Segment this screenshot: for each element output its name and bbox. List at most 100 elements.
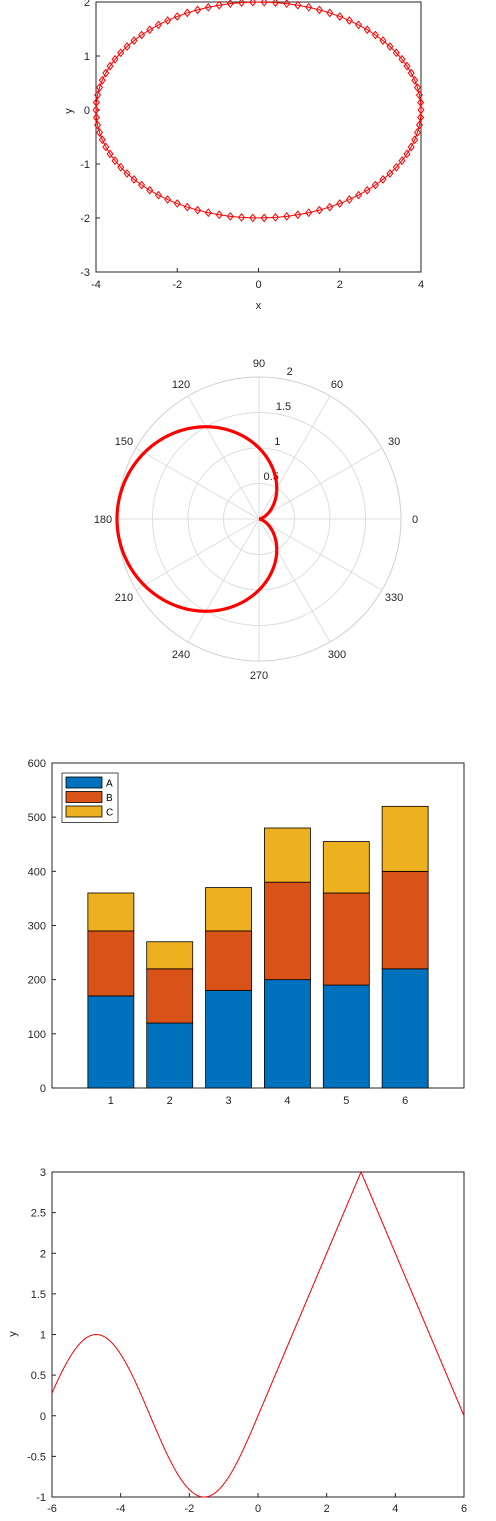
axes-box [95,1,422,273]
x-tick-label: -4 [91,279,101,291]
diamond-marker [271,213,280,222]
chart-ellipse: -4 -2 0 2 4 -3 -2 -1 0 1 2 x y [63,0,425,312]
chart-piecewise-line: -6 -4 -2 0 2 4 6 -1 -0.5 0 0.5 1 1.5 2 2.5 3 y [7,1167,467,1515]
diamond-marker [154,190,162,200]
piecewise-series-line [51,1170,465,1498]
bar-A-6 [381,968,429,1089]
diamond-marker [417,113,425,122]
y-tick-label: 3 [40,1167,46,1179]
bar-B-6 [381,870,429,970]
diamond-marker [146,185,154,195]
x-tick-label: -4 [116,1503,126,1515]
diamond-marker [403,61,411,71]
diamond-marker [183,8,191,18]
diamond-marker [403,149,411,159]
diamond-marker [407,68,415,78]
diamond-marker [294,0,302,10]
y-tick-label: 0 [40,1411,46,1423]
diamond-marker [315,205,323,215]
x-tick-label: 2 [167,1095,173,1107]
theta-tick-label: 210 [115,592,133,604]
diamond-marker [96,83,104,92]
diamond-marker [102,68,110,78]
x-tick-label: 2 [324,1503,330,1515]
diamond-marker [92,98,100,107]
x-tick-label: 6 [402,1095,408,1107]
diamond-marker [215,210,223,220]
polar-ring [152,412,366,626]
diamond-marker [111,54,119,64]
legend-swatch-B [65,791,103,803]
theta-tick-label: 330 [385,592,403,604]
legend-swatch-A [65,776,103,789]
bar-C-6 [381,805,429,872]
diamond-marker [123,42,131,51]
polar-ring [223,483,295,555]
diamond-marker [138,180,146,190]
x-tick-label: 0 [255,279,261,291]
y-tick-label: -2 [80,213,90,225]
diamond-marker [283,211,291,221]
diamond-marker [204,208,212,218]
x-tick-label: 4 [284,1095,290,1107]
y-tick-label: 500 [28,812,46,824]
legend-label-B: B [106,793,113,804]
bar-B-4 [264,881,311,981]
diamond-marker [237,213,246,222]
diamond-marker [130,36,138,45]
bar-B-2 [146,968,194,1024]
bar-B-3 [205,930,252,991]
diamond-marker [164,195,172,204]
y-tick-label: 1.5 [31,1289,46,1301]
x-tick-label: -6 [47,1503,57,1515]
diamond-marker [92,105,100,115]
y-tick-label: 0 [84,105,90,117]
diamond-marker [355,190,363,200]
y-tick-label: 2.5 [31,1208,46,1220]
theta-tick-label: 90 [253,358,265,370]
legend-label-A: A [106,779,113,790]
diamond-marker [106,61,114,71]
diamond-marker [305,2,313,12]
y-tick-label: 1 [84,51,90,63]
diamond-marker [345,195,353,204]
diamond-marker [183,202,191,212]
diamond-marker [305,208,313,218]
x-tick-label: -2 [184,1503,194,1515]
diamond-marker [271,0,280,7]
chart-stacked-bar: 0 100 200 300 400 500 600 1 2 3 4 5 6 ABC [28,758,465,1107]
diamond-marker [98,75,106,85]
diamond-marker [415,120,423,130]
diamond-marker [123,169,131,178]
legend-label-C: C [106,808,113,819]
diamond-marker [315,5,323,15]
bar-A-3 [205,990,252,1089]
diamond-marker [345,16,353,25]
diamond-marker [326,8,334,18]
x-tick-label: 0 [255,1503,261,1515]
diamond-marker [249,0,257,7]
theta-tick-label: 150 [115,436,133,448]
diamond-marker [96,128,104,137]
bar-A-5 [322,984,370,1089]
diamond-marker [411,135,419,145]
diamond-marker [407,142,415,152]
diamond-marker [154,20,162,30]
y-tick-label: 200 [28,975,46,987]
legend-swatch-C [65,805,103,818]
diamond-marker [92,113,100,122]
y-tick-label: 0.5 [31,1370,46,1382]
r-tick-label: 1 [274,436,280,448]
diamond-marker [94,120,102,130]
diamond-marker [411,75,419,85]
diamond-marker [413,128,421,137]
x-tick-label: 4 [392,1503,398,1515]
theta-tick-label: 270 [250,670,268,682]
diamond-marker [336,199,344,208]
diamond-marker [386,169,394,178]
r-tick-label: 1.5 [276,401,291,413]
diamond-marker [413,83,421,92]
diamond-marker [173,199,181,208]
